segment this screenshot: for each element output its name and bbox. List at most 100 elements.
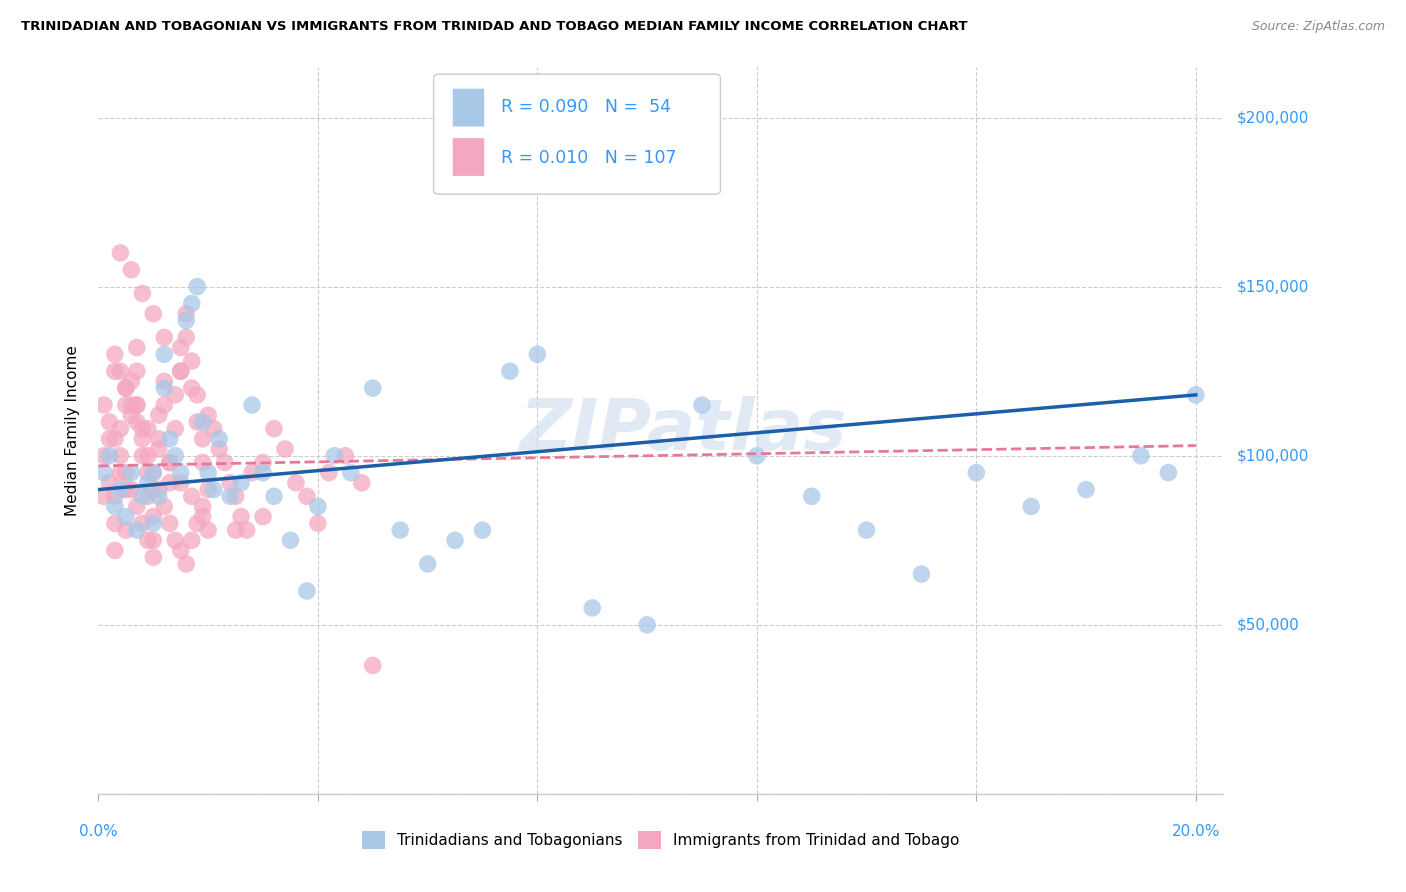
Point — [120, 262, 142, 277]
Point — [148, 489, 170, 503]
Point — [318, 466, 340, 480]
Point — [110, 449, 132, 463]
Point — [252, 509, 274, 524]
Point — [1129, 449, 1152, 463]
Point — [98, 475, 121, 490]
Point — [104, 489, 127, 503]
Point — [323, 449, 346, 463]
Point — [186, 516, 208, 531]
Point — [800, 489, 823, 503]
Point — [136, 475, 159, 490]
Point — [104, 432, 127, 446]
Point — [125, 398, 148, 412]
Point — [581, 601, 603, 615]
Point — [186, 388, 208, 402]
Point — [361, 381, 384, 395]
Point — [197, 523, 219, 537]
Point — [174, 307, 197, 321]
Point — [120, 375, 142, 389]
Point — [125, 364, 148, 378]
Point — [219, 475, 242, 490]
Point — [240, 466, 263, 480]
Point — [159, 516, 181, 531]
Point — [219, 489, 242, 503]
Point — [120, 466, 142, 480]
Point — [526, 347, 548, 361]
Point — [335, 449, 357, 463]
Y-axis label: Median Family Income: Median Family Income — [65, 345, 80, 516]
Point — [174, 557, 197, 571]
Point — [170, 543, 193, 558]
Point — [361, 658, 384, 673]
Point — [170, 341, 193, 355]
Point — [115, 483, 138, 497]
Point — [274, 442, 297, 456]
Point — [93, 489, 115, 503]
Point — [142, 483, 165, 497]
Point — [136, 533, 159, 548]
Point — [142, 307, 165, 321]
Point — [186, 415, 208, 429]
Point — [115, 466, 138, 480]
Point — [125, 341, 148, 355]
Point — [180, 354, 202, 368]
Point — [115, 381, 138, 395]
Point — [1157, 466, 1180, 480]
Point — [131, 516, 153, 531]
Point — [229, 475, 252, 490]
Text: $50,000: $50,000 — [1237, 617, 1301, 632]
Point — [252, 456, 274, 470]
Point — [148, 432, 170, 446]
Point — [202, 422, 225, 436]
Point — [295, 489, 318, 503]
Point — [165, 388, 187, 402]
Point — [104, 516, 127, 531]
Point — [180, 489, 202, 503]
Text: 20.0%: 20.0% — [1171, 824, 1220, 839]
Point — [170, 364, 193, 378]
Point — [98, 449, 121, 463]
Point — [225, 523, 247, 537]
Point — [240, 398, 263, 412]
Point — [125, 398, 148, 412]
Point — [197, 408, 219, 422]
FancyBboxPatch shape — [433, 74, 720, 194]
Point — [263, 422, 285, 436]
Point — [115, 381, 138, 395]
FancyBboxPatch shape — [453, 88, 484, 127]
Point — [142, 466, 165, 480]
Point — [136, 489, 159, 503]
Point — [115, 523, 138, 537]
FancyBboxPatch shape — [453, 138, 484, 176]
Point — [910, 567, 932, 582]
Point — [165, 422, 187, 436]
Text: $150,000: $150,000 — [1237, 279, 1309, 294]
Point — [148, 483, 170, 497]
Point — [125, 500, 148, 514]
Point — [191, 456, 214, 470]
Point — [174, 313, 197, 327]
Point — [340, 466, 363, 480]
Point — [153, 330, 176, 344]
Point — [1184, 388, 1206, 402]
Point — [191, 432, 214, 446]
Text: TRINIDADIAN AND TOBAGONIAN VS IMMIGRANTS FROM TRINIDAD AND TOBAGO MEDIAN FAMILY : TRINIDADIAN AND TOBAGONIAN VS IMMIGRANTS… — [21, 20, 967, 33]
Point — [110, 466, 132, 480]
Point — [284, 475, 307, 490]
Point — [202, 483, 225, 497]
Point — [159, 475, 181, 490]
Point — [208, 442, 231, 456]
Point — [855, 523, 877, 537]
Text: ZIPatlas: ZIPatlas — [520, 396, 846, 465]
Point — [1019, 500, 1042, 514]
Point — [93, 466, 115, 480]
Point — [148, 408, 170, 422]
Point — [98, 415, 121, 429]
Point — [307, 516, 329, 531]
Text: 0.0%: 0.0% — [79, 824, 118, 839]
Point — [197, 466, 219, 480]
Point — [142, 516, 165, 531]
Point — [120, 408, 142, 422]
Point — [499, 364, 522, 378]
Text: R = 0.090   N =  54: R = 0.090 N = 54 — [501, 98, 671, 116]
